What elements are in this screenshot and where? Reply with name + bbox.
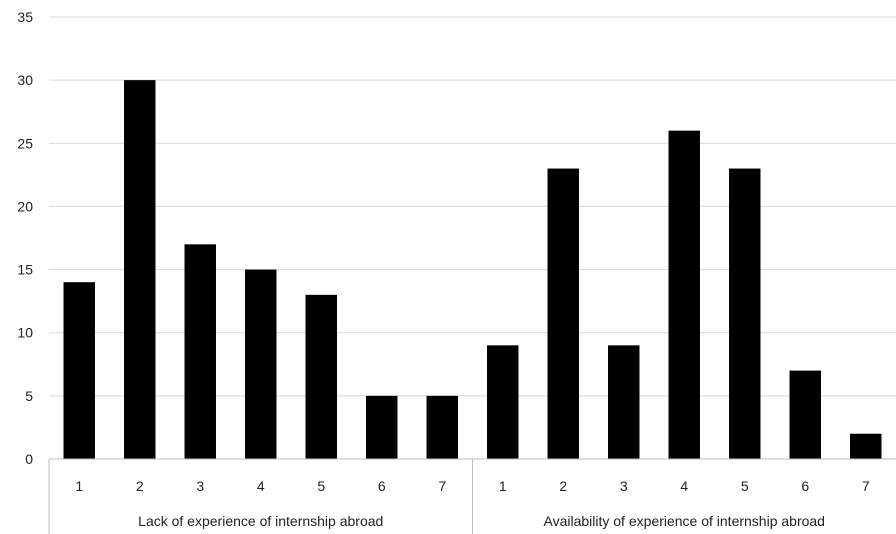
bar xyxy=(245,269,277,459)
x-tick-label: 6 xyxy=(801,478,809,494)
x-tick-label: 7 xyxy=(862,478,870,494)
bar xyxy=(487,345,519,459)
x-tick-label: 4 xyxy=(257,478,265,494)
bar xyxy=(547,168,579,460)
x-tick-label: 5 xyxy=(741,478,749,494)
y-tick-label: 35 xyxy=(17,9,33,25)
bar xyxy=(63,282,95,459)
bar xyxy=(426,395,458,459)
x-tick-label: 2 xyxy=(136,478,144,494)
bar xyxy=(184,244,216,459)
y-tick-label: 10 xyxy=(17,325,33,341)
bar xyxy=(305,294,337,459)
y-tick-label: 30 xyxy=(17,72,33,88)
group-label: Availability of experience of internship… xyxy=(544,513,825,529)
x-tick-label: 1 xyxy=(75,478,83,494)
x-tick-label: 5 xyxy=(317,478,325,494)
bar xyxy=(124,80,156,460)
group-label: Lack of experience of internship abroad xyxy=(138,513,383,529)
group-labels: Lack of experience of internship abroad A… xyxy=(138,513,825,529)
x-tick-label: 3 xyxy=(196,478,204,494)
bars xyxy=(63,80,882,460)
bar xyxy=(668,130,700,459)
bar xyxy=(850,433,882,459)
x-tick-label: 7 xyxy=(438,478,446,494)
gridlines xyxy=(49,16,896,397)
y-tick-label: 25 xyxy=(17,135,33,151)
x-tick-label: 3 xyxy=(620,478,628,494)
y-tick-label: 20 xyxy=(17,198,33,214)
y-tick-label: 5 xyxy=(25,388,33,404)
bar xyxy=(366,395,398,459)
bar xyxy=(608,345,640,459)
bar xyxy=(789,370,821,459)
x-tick-label: 4 xyxy=(680,478,688,494)
x-axis-ticks: 1 2 3 4 5 6 7 1 2 3 4 5 6 7 xyxy=(75,478,870,494)
x-tick-label: 1 xyxy=(499,478,507,494)
x-axis xyxy=(48,458,896,534)
y-tick-label: 15 xyxy=(17,262,33,278)
y-axis-ticks: 0 5 10 15 20 25 30 35 xyxy=(17,9,33,467)
x-tick-label: 2 xyxy=(559,478,567,494)
y-tick-label: 0 xyxy=(25,451,33,467)
x-tick-label: 6 xyxy=(378,478,386,494)
bar xyxy=(729,168,761,460)
